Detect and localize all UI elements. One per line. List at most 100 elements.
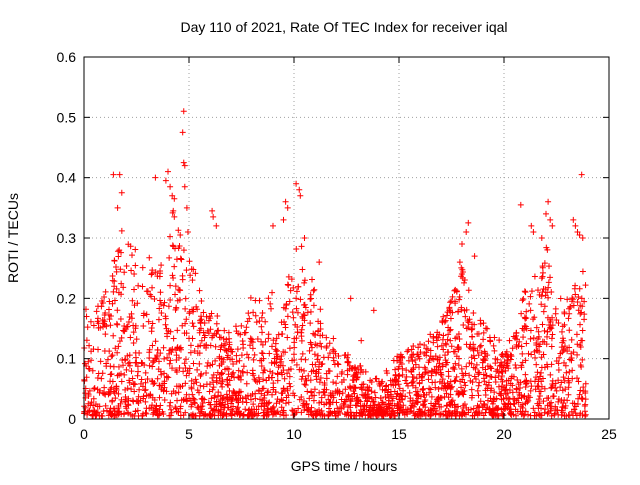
data-point (559, 404, 566, 411)
data-point (475, 382, 482, 389)
x-axis-label: GPS time / hours (291, 458, 398, 474)
data-points (81, 108, 589, 419)
data-point (290, 351, 297, 358)
data-point (265, 335, 272, 342)
data-point (225, 382, 232, 389)
data-point (561, 359, 568, 366)
data-point (166, 360, 173, 367)
data-point (182, 356, 189, 363)
data-point (272, 340, 279, 347)
data-point (425, 359, 432, 366)
data-point (248, 406, 255, 413)
data-point (537, 369, 544, 376)
outlier-point (456, 259, 463, 266)
data-point (120, 411, 127, 418)
data-point (539, 269, 546, 276)
data-point (298, 393, 305, 400)
data-point (226, 377, 233, 384)
data-point (177, 403, 184, 410)
outlier-point (316, 259, 323, 266)
data-point (304, 407, 311, 414)
data-point (167, 282, 174, 289)
data-point (239, 338, 246, 345)
data-point (267, 300, 274, 307)
data-point (548, 343, 555, 350)
data-point (509, 345, 516, 352)
data-point (120, 284, 127, 291)
data-point (568, 336, 575, 343)
data-point (134, 372, 141, 379)
data-point (135, 393, 142, 400)
data-point (136, 386, 143, 393)
data-point (86, 387, 93, 394)
data-point (323, 343, 330, 350)
outlier-point (270, 222, 276, 229)
data-point (544, 246, 551, 253)
data-point (245, 310, 252, 317)
data-point (541, 327, 548, 334)
data-point (249, 367, 256, 374)
data-point (528, 351, 535, 358)
data-point (540, 351, 547, 358)
data-point (519, 359, 526, 366)
data-point (161, 355, 168, 362)
data-point (125, 318, 132, 325)
data-point (512, 332, 519, 339)
data-point (557, 350, 564, 357)
data-point (527, 387, 534, 394)
data-point (194, 366, 201, 373)
data-point (234, 404, 241, 411)
data-point (477, 342, 484, 349)
data-point (197, 342, 204, 349)
data-point (217, 346, 224, 353)
data-point (576, 285, 583, 292)
data-point (359, 386, 366, 393)
data-point (163, 325, 170, 332)
data-point (347, 412, 354, 419)
data-point (156, 394, 163, 401)
data-point (295, 405, 302, 412)
data-point (476, 343, 483, 350)
data-point (256, 318, 263, 325)
data-point (150, 359, 157, 366)
data-point (233, 358, 240, 365)
data-point (277, 411, 284, 418)
data-point (301, 279, 308, 286)
data-point (299, 322, 306, 329)
data-point (245, 354, 252, 361)
data-point (198, 313, 205, 320)
data-point (175, 409, 182, 415)
data-point (326, 340, 333, 347)
data-point (469, 412, 476, 419)
data-point (353, 395, 360, 402)
data-point (416, 379, 423, 386)
data-point (344, 351, 351, 358)
data-point (220, 359, 227, 366)
data-point (243, 399, 250, 406)
data-point (94, 409, 101, 416)
data-point (148, 404, 155, 411)
data-point (191, 399, 198, 406)
data-point (480, 336, 487, 343)
data-point (247, 342, 254, 349)
data-point (544, 361, 551, 368)
data-point (452, 360, 459, 367)
data-point (557, 295, 564, 302)
data-point (314, 352, 321, 359)
data-point (434, 343, 441, 350)
data-point (274, 370, 281, 377)
data-point (88, 399, 95, 406)
data-point (505, 377, 512, 384)
plot-frame (83, 56, 610, 420)
data-point (486, 405, 493, 412)
data-point (414, 351, 421, 358)
data-point (286, 373, 293, 380)
data-point (538, 364, 545, 371)
data-point (504, 357, 511, 364)
data-point (147, 392, 154, 399)
data-point (210, 332, 217, 339)
data-point (427, 331, 434, 338)
data-point (540, 398, 547, 405)
data-point (115, 289, 122, 296)
data-point (458, 304, 465, 311)
